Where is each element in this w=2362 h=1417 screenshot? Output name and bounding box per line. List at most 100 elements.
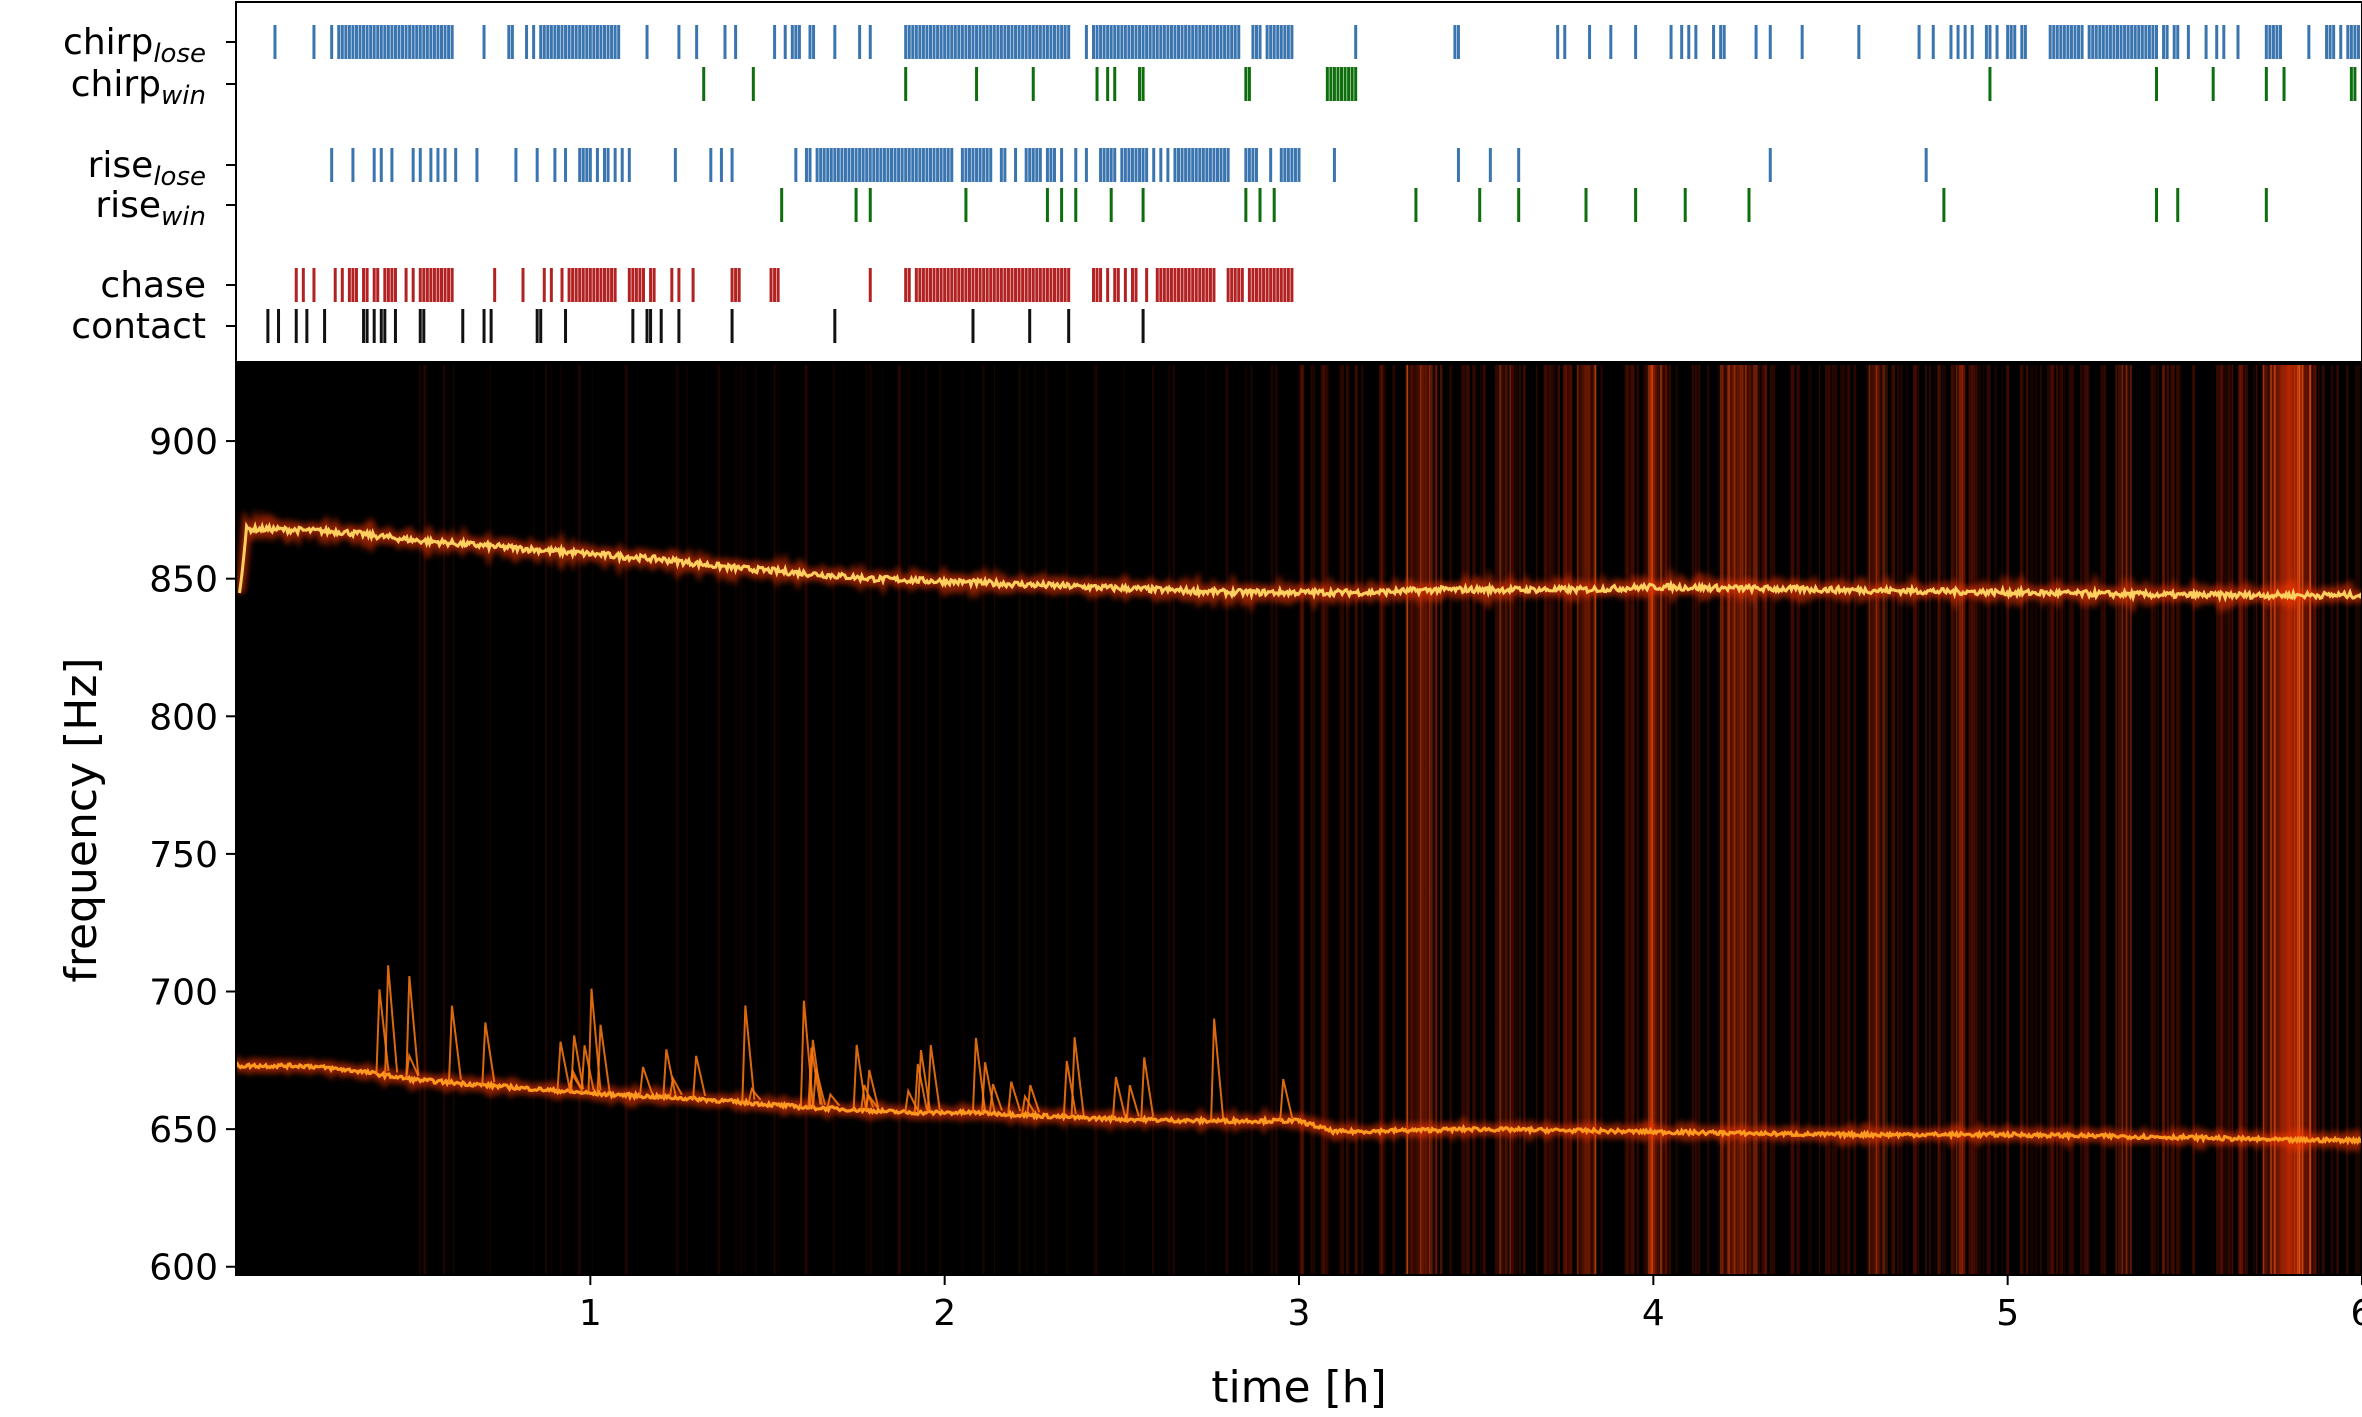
noise-line [1868,364,1871,1275]
streak [2176,364,2180,1275]
streak [962,364,964,1275]
noise-line [1745,364,1747,1275]
streak [2192,364,2194,1275]
streak [1663,364,1668,1275]
streak [804,364,808,1275]
rise-spike [1125,1084,1140,1120]
noise-line [1594,364,1597,1275]
streak [1250,364,1253,1275]
streak [1380,364,1383,1275]
streak [1326,364,1329,1275]
rise-spike [852,1044,867,1110]
event-row-chase [294,268,1294,302]
rise-spike [860,1084,875,1111]
rise-spike [1026,1084,1041,1116]
streak [1600,364,1603,1275]
trace-1 [236,508,2362,616]
noise-line [2273,364,2276,1275]
noise-line [1431,364,1433,1275]
noise-line [1740,364,1742,1275]
streak [2080,364,2083,1275]
streak [2060,364,2064,1275]
streak [2180,364,2182,1275]
streak [1270,364,1274,1275]
row-label-rise-lose: riselose [88,145,206,192]
streak [423,364,427,1275]
x-tick-label: 1 [579,1293,602,1334]
rise-spike [587,988,602,1094]
streak [1565,364,1568,1275]
raster-row-labels: chirplosechirpwinriseloserisewinchasecon… [63,22,236,347]
rise-spike [1140,1057,1155,1120]
streak [1522,364,1527,1275]
noise-line [1594,364,1596,1275]
streak [1346,364,1348,1275]
streak [1694,364,1697,1275]
streak [550,364,553,1275]
streak [1354,364,1358,1275]
streak [1152,364,1155,1275]
noise-line [2115,364,2117,1275]
streak [1511,364,1515,1275]
streak [1834,364,1838,1275]
streak [2152,364,2154,1275]
streak [1937,364,1940,1275]
noise-line [1721,364,1724,1275]
x-axis-label: time [h] [1211,1362,1387,1413]
noise-line [1756,364,1758,1275]
x-tick-label: 2 [933,1293,956,1334]
noise-line [1595,364,1597,1275]
streak [1562,364,1567,1275]
streak [418,364,420,1275]
streak [1392,364,1395,1275]
rise-spike [1007,1081,1022,1115]
streak [1763,364,1767,1275]
streak [2103,364,2106,1275]
noise-line [1648,364,1650,1275]
streak [1514,364,1518,1275]
noise-band [1493,364,1512,1275]
row-label-main: rise [95,185,161,226]
streak [1906,364,1908,1275]
rise-spike [1210,1018,1225,1121]
spectrogram-panel: 1 2 3 4 5 6 600 650 700 750 800 850 900 time [h] fr… [56,363,2362,1413]
noise-band [1954,364,1966,1275]
streak [1549,364,1553,1275]
event-row-chirp-win [702,67,2357,101]
rise-spike [741,1005,756,1103]
noise-line [1959,364,1961,1275]
noise-line [1661,364,1663,1275]
streak [1698,364,1700,1275]
row-label-chase: chase [100,265,206,306]
rise-spike [971,1037,986,1113]
streak [1441,364,1443,1275]
rise-spike [1062,1060,1077,1118]
rise-spike [808,1039,823,1108]
streak [2162,364,2165,1275]
streak [1535,364,1538,1275]
trace-line [236,1061,2362,1146]
row-label-subscript: lose [153,162,206,192]
streak [993,364,995,1275]
noise-line [1405,364,1408,1275]
y-tick-label: 800 [149,697,218,738]
streak [1796,364,1800,1275]
streak [1696,364,1701,1275]
streak [897,364,900,1275]
streak [1065,364,1069,1275]
streak [1636,364,1640,1275]
streak [1472,364,1476,1275]
streak [1974,364,1978,1275]
streak [1546,364,1551,1275]
streak [2244,364,2246,1275]
streak [1925,364,1927,1275]
streak [2231,364,2234,1275]
streak [2157,364,2159,1275]
streak [1846,364,1848,1275]
streak [2223,364,2228,1275]
streak [1568,364,1572,1275]
streak [2255,364,2258,1275]
streak [452,364,455,1275]
streak [717,364,721,1275]
rise-spike [405,1051,420,1079]
